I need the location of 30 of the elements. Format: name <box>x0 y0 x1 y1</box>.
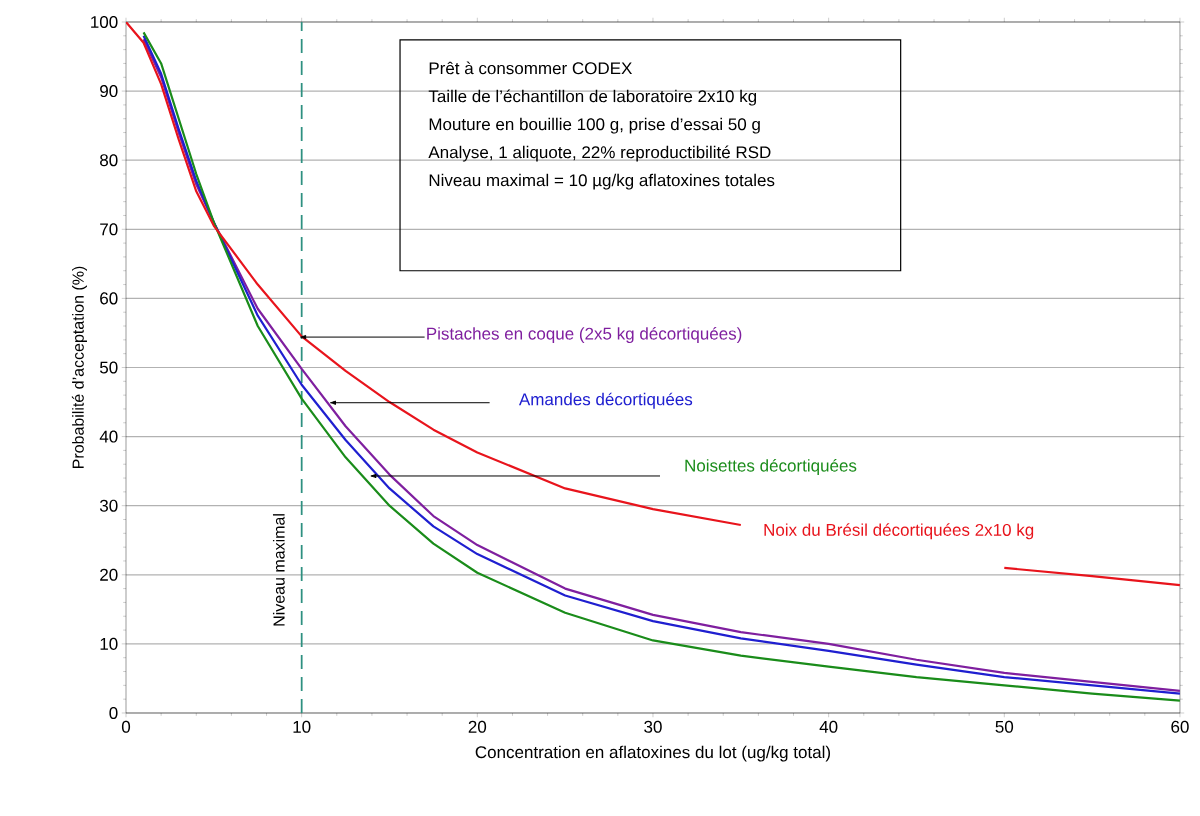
y-tick-label: 20 <box>100 568 118 581</box>
y-tick-label: 0 <box>109 706 118 720</box>
ref-line-label: Niveau maximal <box>272 514 285 626</box>
annotation: Prêt à consommer CODEX <box>429 61 633 75</box>
y-tick-label: 10 <box>100 637 118 650</box>
annotation: Taille de l’échantillon de laboratoire 2x10 kg <box>428 89 757 106</box>
y-tick-label: 100 <box>91 15 118 29</box>
y-tick-label: 90 <box>100 85 118 98</box>
y-tick-label: 60 <box>100 292 118 305</box>
text: Pistaches en coque (2x5 kg décortiquées) <box>427 326 742 344</box>
x-tick-label: 20 <box>468 720 487 733</box>
annotation: Mouture en bouillie 100 g, prise d’essai 50 g <box>429 117 760 134</box>
x-tick-label: 30 <box>644 720 662 733</box>
x-tick-label: 40 <box>819 720 838 733</box>
y-tick-label: 50 <box>99 361 118 374</box>
y-tick-label: 30 <box>99 499 118 512</box>
y-tick-label: 40 <box>99 430 118 443</box>
x-axis-title: Concentration en aflatoxines du lot (ug/kg total) <box>475 745 831 762</box>
y-tick-label: 80 <box>100 154 118 167</box>
text: Noisettes décortiquées <box>685 458 857 476</box>
x-tick-label: 50 <box>995 720 1014 733</box>
annotation: Analyse, 1 aliquote, 22% reproductibilité RSD <box>428 145 771 162</box>
x-tick-label: 60 <box>1171 720 1189 733</box>
y-tick-label: 70 <box>100 223 118 236</box>
y-axis-title: Probabilité d’acceptation (%) <box>71 266 87 468</box>
x-tick-label: 10 <box>293 720 311 733</box>
series-label: Noix du Brésil décortiquées 2x10 kg <box>764 523 1034 540</box>
annotation: Niveau maximal = 10 µg/kg aflatoxines totales <box>429 173 775 190</box>
text: Amandes décortiquées <box>518 392 693 409</box>
x-tick-label: 0 <box>121 720 131 733</box>
